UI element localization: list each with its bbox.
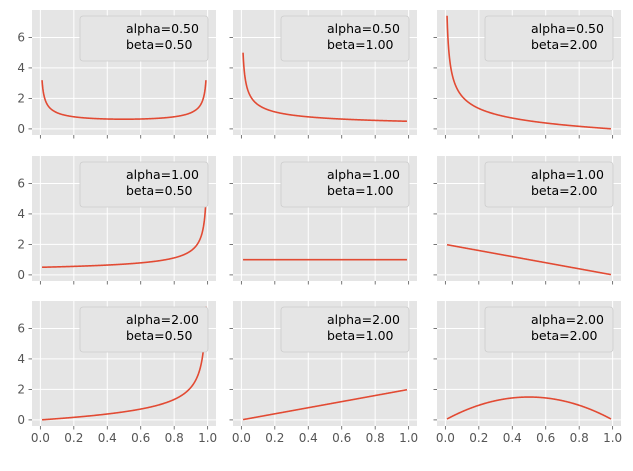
x-tick-label: 0.4 (98, 431, 117, 445)
density-line (446, 15, 612, 130)
legend-box (79, 15, 209, 62)
legend-box (280, 306, 410, 353)
density-line (446, 396, 612, 420)
x-tick-label: 1.0 (399, 431, 418, 445)
x-tick-label: 0.0 (31, 431, 50, 445)
y-tick-label: 6 (17, 322, 25, 336)
x-tick-label: 0.2 (265, 431, 284, 445)
legend-label: alpha=1.00 (327, 167, 400, 182)
legend-label: beta=1.00 (327, 37, 394, 52)
x-tick-label: 0.4 (503, 431, 522, 445)
legend-label: alpha=2.00 (531, 312, 604, 327)
legend-label: beta=0.50 (126, 183, 193, 198)
y-tick-label: 0 (17, 413, 25, 427)
subplot-7: 0.0 0.2 0.4 0.6 0.8 1.0 0 2 4 6 alpha=2.00beta=0.5… (17, 301, 217, 445)
legend-label: beta=2.00 (531, 183, 598, 198)
x-tick-label: 1.0 (603, 431, 622, 445)
legend-label: beta=1.00 (327, 183, 394, 198)
legend-label: alpha=1.00 (531, 167, 604, 182)
y-tick-label: 4 (17, 352, 25, 366)
legend-label: beta=0.50 (126, 37, 193, 52)
x-tick-label: 0.8 (165, 431, 184, 445)
legend-box (484, 15, 614, 62)
legend-box (280, 161, 410, 208)
density-line (242, 388, 408, 421)
x-tick-label: 0.0 (232, 431, 251, 445)
y-tick-label: 4 (17, 61, 25, 75)
legend-box (484, 306, 614, 353)
x-tick-label: 0.6 (332, 431, 351, 445)
x-tick-label: 0.6 (536, 431, 555, 445)
y-tick-label: 6 (17, 31, 25, 45)
x-tick-label: 0.8 (366, 431, 385, 445)
legend-label: alpha=1.00 (126, 167, 199, 182)
legend-label: alpha=0.50 (126, 21, 199, 36)
y-tick-label: 6 (17, 177, 25, 191)
legend-box (280, 15, 410, 62)
density-line (242, 52, 407, 123)
y-tick-label: 2 (17, 383, 25, 397)
legend-box (79, 161, 209, 208)
legend-label: alpha=0.50 (531, 21, 604, 36)
density-line (42, 198, 207, 269)
density-line (446, 243, 612, 276)
density-line (41, 80, 207, 120)
legend-box (484, 161, 614, 208)
legend-box (79, 306, 209, 353)
y-tick-label: 2 (17, 238, 25, 252)
y-tick-label: 4 (17, 207, 25, 221)
x-tick-label: 0.6 (131, 431, 150, 445)
x-tick-label: 1.0 (198, 431, 217, 445)
legend-label: alpha=0.50 (327, 21, 400, 36)
density-line (41, 306, 207, 421)
y-tick-label: 0 (17, 122, 25, 136)
legend-label: alpha=2.00 (327, 312, 400, 327)
x-tick-label: 0.2 (469, 431, 488, 445)
legend-label: alpha=2.00 (126, 312, 199, 327)
legend-label: beta=2.00 (531, 328, 598, 343)
legend-label: beta=2.00 (531, 37, 598, 52)
x-tick-label: 0.0 (436, 431, 455, 445)
x-tick-label: 0.8 (570, 431, 589, 445)
y-tick-label: 0 (17, 268, 25, 282)
legend-label: beta=1.00 (327, 328, 394, 343)
x-tick-label: 0.2 (64, 431, 83, 445)
legend-label: beta=0.50 (126, 328, 193, 343)
y-tick-label: 2 (17, 92, 25, 106)
x-tick-label: 0.4 (299, 431, 318, 445)
